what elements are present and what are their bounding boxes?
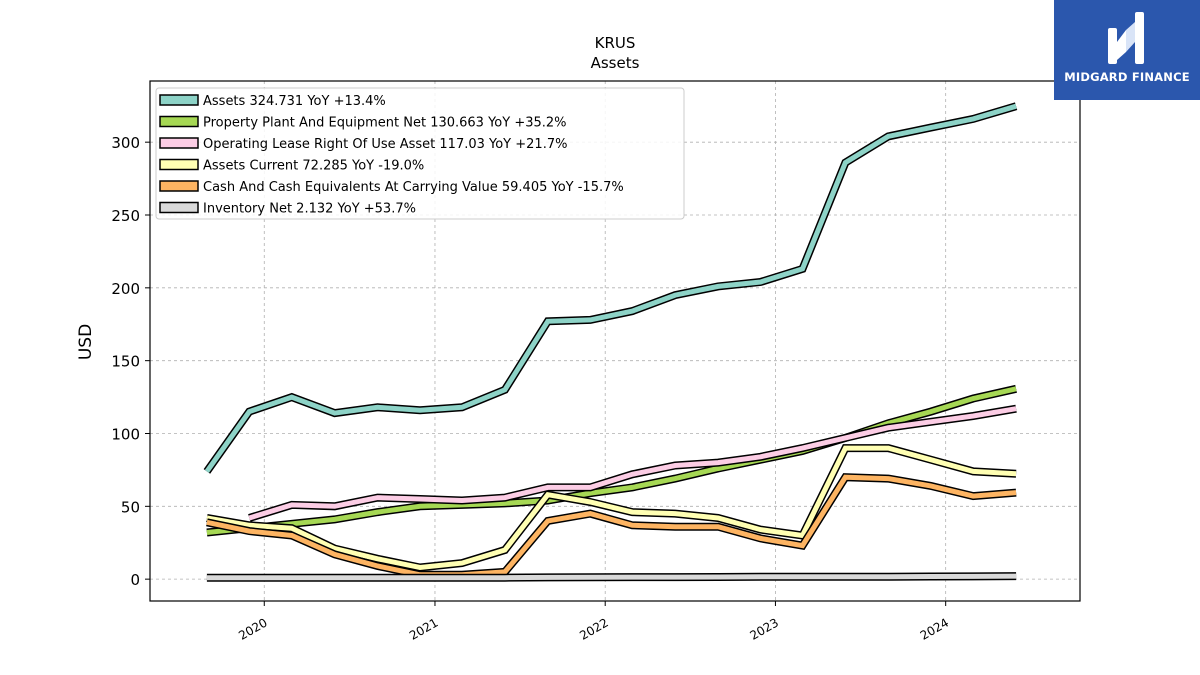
brand-logo: MIDGARD FINANCE: [1054, 0, 1200, 100]
legend-swatch: [159, 158, 199, 171]
x-tick-label: 2022: [577, 615, 610, 642]
x-tick-label: 2024: [918, 615, 951, 642]
series-line: [248, 406, 1017, 521]
legend-swatch: [159, 94, 199, 106]
brand-name: MIDGARD FINANCE: [1064, 70, 1190, 84]
legend-label: Inventory Net 2.132 YoY +53.7%: [203, 202, 416, 217]
x-tick-label: 2023: [747, 615, 780, 642]
y-tick-label: 50: [121, 498, 140, 516]
x-tick-label: 2021: [407, 615, 440, 642]
y-tick-label: 250: [111, 207, 140, 225]
chart-subtitle: Assets: [591, 54, 640, 72]
legend: Assets 324.731 YoY +13.4% Property Plant …: [155, 87, 685, 220]
y-tick-label: 300: [111, 134, 140, 152]
x-tick-label: 2020: [236, 615, 269, 642]
series-line: [206, 573, 1017, 581]
y-tick-label: 0: [130, 571, 140, 589]
logo-mark-icon: [1108, 12, 1144, 64]
legend-swatch: [159, 180, 199, 192]
series-lines: [203, 102, 1018, 582]
series-line: [204, 103, 1017, 473]
legend-label: Property Plant And Equipment Net 130.663…: [203, 116, 567, 131]
series-line: [206, 474, 1017, 578]
legend-swatch: [159, 137, 199, 149]
legend-box: [155, 87, 685, 220]
y-tick-label: 200: [111, 280, 140, 298]
series-line: [206, 445, 1017, 571]
plot-frame: [149, 80, 1081, 602]
y-axis-label: USD: [76, 324, 96, 360]
legend-label: Assets Current 72.285 YoY -19.0%: [203, 159, 424, 174]
legend-label: Operating Lease Right Of Use Asset 117.0…: [203, 137, 567, 152]
y-tick-label: 100: [111, 425, 140, 443]
y-tick-label: 150: [111, 353, 140, 371]
legend-label: Cash And Cash Equivalents At Carrying Va…: [203, 180, 624, 195]
chart-title: KRUS: [595, 34, 636, 52]
legend-swatch: [159, 115, 199, 128]
legend-swatch: [159, 201, 199, 214]
legend-label: Assets 324.731 YoY +13.4%: [203, 94, 386, 109]
